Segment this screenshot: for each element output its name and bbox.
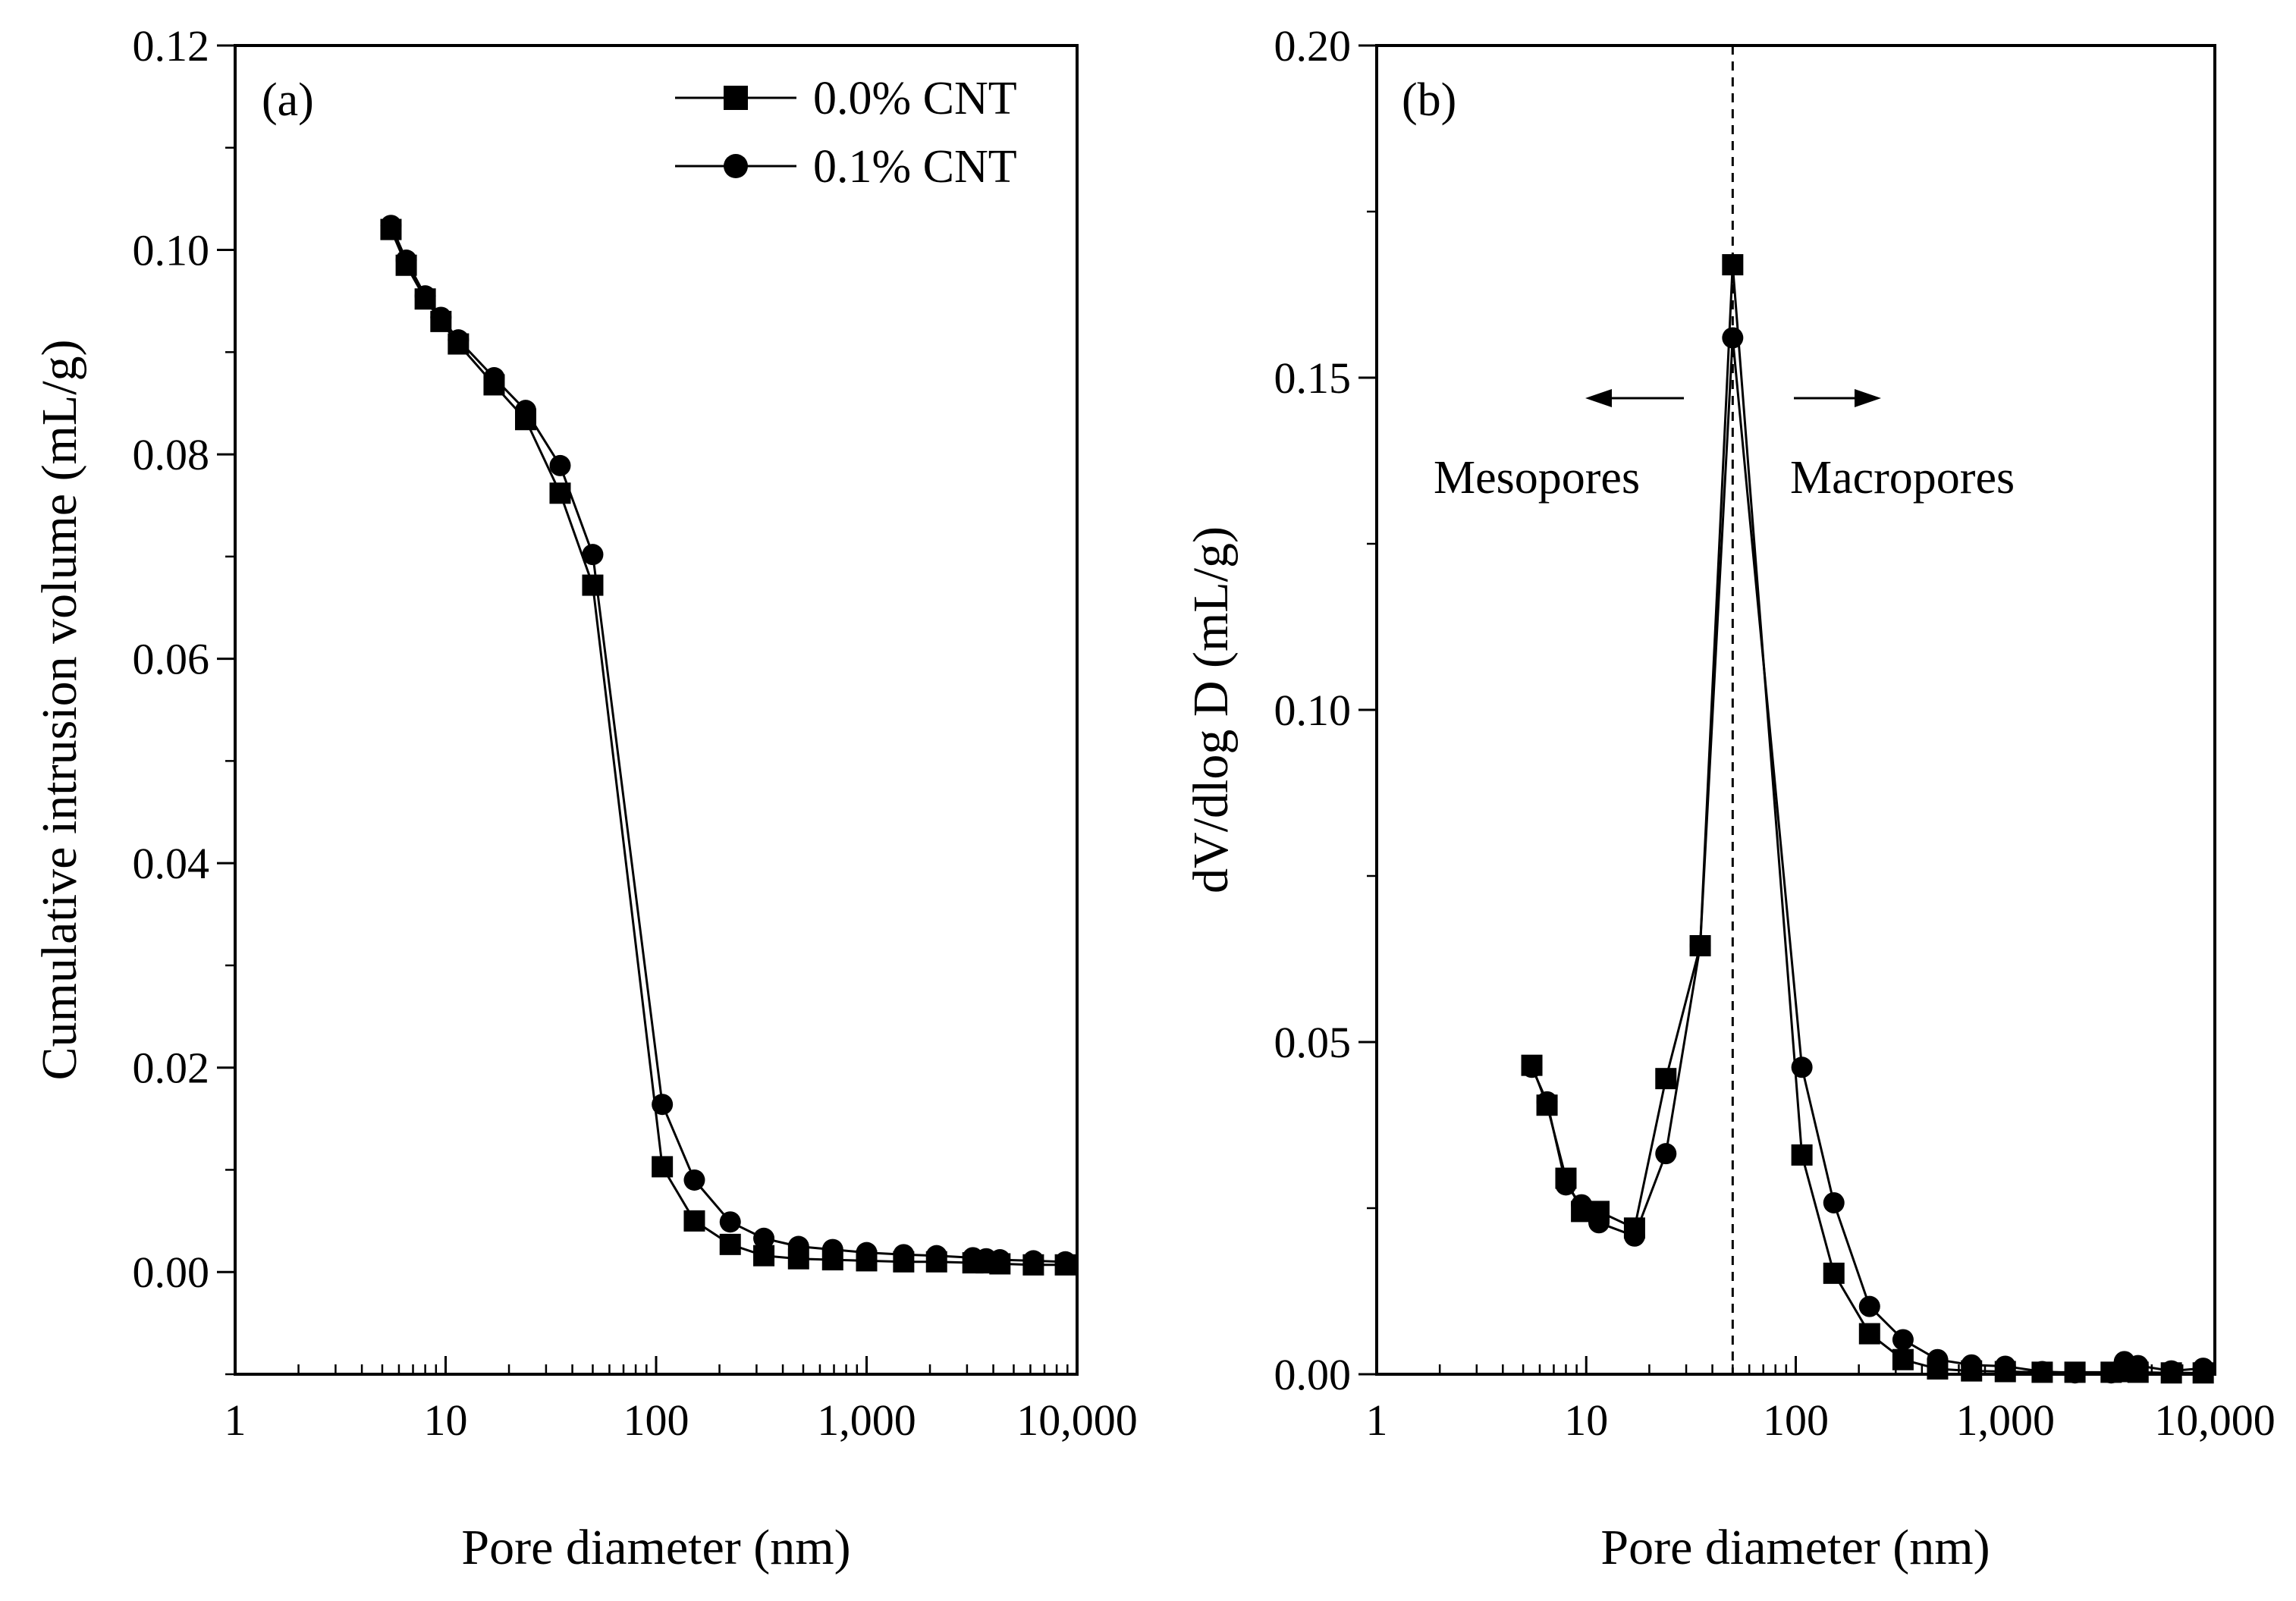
panel-a-point-0-1-cnt xyxy=(430,306,452,328)
panel-a-x-tick-label: 100 xyxy=(623,1395,689,1445)
panel-b-point-0-0-cnt xyxy=(1722,254,1744,276)
panel-b-point-0-0-cnt xyxy=(1791,1144,1813,1166)
panel-a-y-tick-label: 0.08 xyxy=(133,430,210,479)
panel-a-point-0-1-cnt xyxy=(652,1094,674,1116)
panel-b-point-0-1-cnt xyxy=(2031,1361,2053,1383)
panel-a-point-0-0-cnt xyxy=(582,574,604,596)
panel-b-point-0-0-cnt xyxy=(1858,1323,1880,1345)
panel-b-y-tick-label: 0.05 xyxy=(1274,1018,1352,1067)
panel-b-point-0-1-cnt xyxy=(1722,327,1744,349)
panel-b-point-0-1-cnt xyxy=(1655,1143,1677,1165)
panel-b-point-0-1-cnt xyxy=(1994,1355,2016,1377)
panel-b-point-0-1-cnt xyxy=(1536,1091,1558,1113)
panel-b-y-tick-label: 0.20 xyxy=(1274,21,1352,71)
panel-a-x-tick-label: 10,000 xyxy=(1016,1395,1138,1445)
panel-b-plot-area: 1 10 100 1,000 10,000 0.00 0.05 0.10 0.15 0.20 xyxy=(1274,21,2276,1445)
panel-a-y-axis-title: Cumulative intrusion volume (mL/g) xyxy=(32,339,87,1080)
panel-b-point-0-1-cnt xyxy=(1927,1348,1949,1370)
panel-b-point-0-1-cnt xyxy=(1858,1295,1880,1317)
panel-b-y-tick-label: 0.00 xyxy=(1274,1350,1352,1399)
panel-a-point-0-1-cnt xyxy=(683,1169,705,1191)
panel-a-y-tick-label: 0.02 xyxy=(133,1044,210,1093)
panel-a-point-0-1-cnt xyxy=(549,454,571,476)
panel-b-point-0-1-cnt xyxy=(1623,1225,1645,1247)
panel-b-point-0-0-cnt xyxy=(1655,1068,1677,1090)
panel-a-tag: (a) xyxy=(262,74,314,126)
panel-a-y-tick-label: 0.04 xyxy=(133,839,210,888)
panel-b-y-tick-label: 0.15 xyxy=(1274,353,1352,403)
panel-a-x-tick-label: 1,000 xyxy=(817,1395,916,1445)
legend-marker-square xyxy=(724,86,748,110)
panel-a-point-0-1-cnt xyxy=(582,544,604,566)
panel-a-point-0-1-cnt xyxy=(380,215,402,237)
panel-b-x-tick-label: 10,000 xyxy=(2154,1395,2276,1445)
panel-b-point-0-1-cnt xyxy=(1521,1056,1543,1078)
panel-b-point-0-0-cnt xyxy=(1892,1348,1914,1370)
legend-label-0-1-cnt: 0.1% CNT xyxy=(813,141,1017,193)
panel-b-point-0-0-cnt xyxy=(1823,1262,1845,1284)
panel-a-y-tick-label: 0.00 xyxy=(133,1248,210,1297)
panel-a-legend: 0.0% CNT 0.1% CNT xyxy=(675,73,1017,193)
panel-a-point-0-1-cnt xyxy=(893,1244,915,1266)
panel-b-x-tick-label: 100 xyxy=(1763,1395,1829,1445)
panel-b-frame xyxy=(1375,44,2216,1376)
panel-a-point-0-1-cnt xyxy=(515,400,537,422)
mesopores-arrow-head-icon xyxy=(1585,389,1612,407)
panel-b-point-0-1-cnt xyxy=(1555,1174,1577,1196)
panel-b-point-0-1-cnt xyxy=(2064,1362,2086,1384)
panel-a-point-0-0-cnt xyxy=(719,1233,741,1255)
panel-a-point-0-1-cnt xyxy=(448,329,470,351)
legend-label-0-0-cnt: 0.0% CNT xyxy=(813,73,1017,124)
panel-b-point-0-1-cnt xyxy=(2160,1360,2182,1382)
mesopores-label: Mesopores xyxy=(1434,452,1640,504)
panel-b-point-0-1-cnt xyxy=(1961,1354,1983,1376)
panel-b-x-tick-label: 1 xyxy=(1366,1395,1388,1445)
panel-a: 1 10 100 1,000 10,000 0.00 0.02 0.04 0.06 0.08 0.1… xyxy=(32,21,1138,1575)
panel-b-point-0-1-cnt xyxy=(1791,1056,1813,1078)
panel-a-y-tick-label: 0.12 xyxy=(133,21,210,71)
legend-marker-circle xyxy=(724,154,748,178)
panel-b-series-line-0-0-cnt xyxy=(1531,264,2203,1374)
panel-b-point-0-1-cnt xyxy=(1892,1329,1914,1351)
panel-b-x-axis-title: Pore diameter (nm) xyxy=(1600,1520,1990,1575)
panel-b-x-tick-label: 10 xyxy=(1564,1395,1608,1445)
macropores-arrow-head-icon xyxy=(1855,389,1881,407)
panel-b-point-0-1-cnt xyxy=(1689,934,1711,956)
panel-a-point-0-1-cnt xyxy=(1022,1250,1044,1272)
panel-b-y-axis-title: dV/dlog D (mL/g) xyxy=(1183,526,1239,893)
panel-a-y-tick-label: 0.06 xyxy=(133,635,210,684)
panel-a-point-0-1-cnt xyxy=(821,1238,843,1260)
panel-b-y-tick-label: 0.10 xyxy=(1274,686,1352,735)
panel-a-point-0-1-cnt xyxy=(925,1245,947,1267)
panel-a-plot-area: 1 10 100 1,000 10,000 0.00 0.02 0.04 0.06 0.08 0.1… xyxy=(133,21,1138,1445)
panel-a-point-0-1-cnt xyxy=(395,250,417,272)
panel-a-y-tick-label: 0.10 xyxy=(133,226,210,275)
panel-b-tag: (b) xyxy=(1402,74,1456,126)
panel-a-point-0-0-cnt xyxy=(652,1156,674,1178)
panel-a-point-0-1-cnt xyxy=(856,1242,878,1264)
panel-a-x-axis-title: Pore diameter (nm) xyxy=(461,1520,850,1575)
panel-b-point-0-1-cnt xyxy=(2127,1355,2149,1377)
panel-a-point-0-1-cnt xyxy=(414,285,436,307)
panel-a-point-0-1-cnt xyxy=(483,367,505,388)
panel-b-point-0-1-cnt xyxy=(2192,1358,2214,1380)
panel-b-point-0-1-cnt xyxy=(1588,1212,1610,1234)
panel-a-point-0-1-cnt xyxy=(719,1211,741,1233)
panel-a-point-0-0-cnt xyxy=(549,482,571,504)
panel-a-point-0-1-cnt xyxy=(1054,1251,1076,1273)
panel-b: 1 10 100 1,000 10,000 0.00 0.05 0.10 0.15 0.20 (b… xyxy=(1183,21,2276,1575)
panel-a-point-0-1-cnt xyxy=(989,1249,1011,1271)
panel-a-x-tick-label: 1 xyxy=(225,1395,247,1445)
panel-b-annotations: Mesopores Macropores xyxy=(1434,389,2015,504)
panel-a-point-0-1-cnt xyxy=(753,1227,775,1249)
macropores-label: Macropores xyxy=(1790,452,2015,504)
panel-b-point-0-1-cnt xyxy=(1823,1191,1845,1213)
panel-b-x-tick-label: 1,000 xyxy=(1956,1395,2056,1445)
panel-a-x-tick-label: 10 xyxy=(424,1395,468,1445)
panel-a-point-0-1-cnt xyxy=(787,1235,809,1257)
panel-a-point-0-0-cnt xyxy=(683,1210,705,1232)
panel-b-point-0-1-cnt xyxy=(1571,1194,1593,1216)
